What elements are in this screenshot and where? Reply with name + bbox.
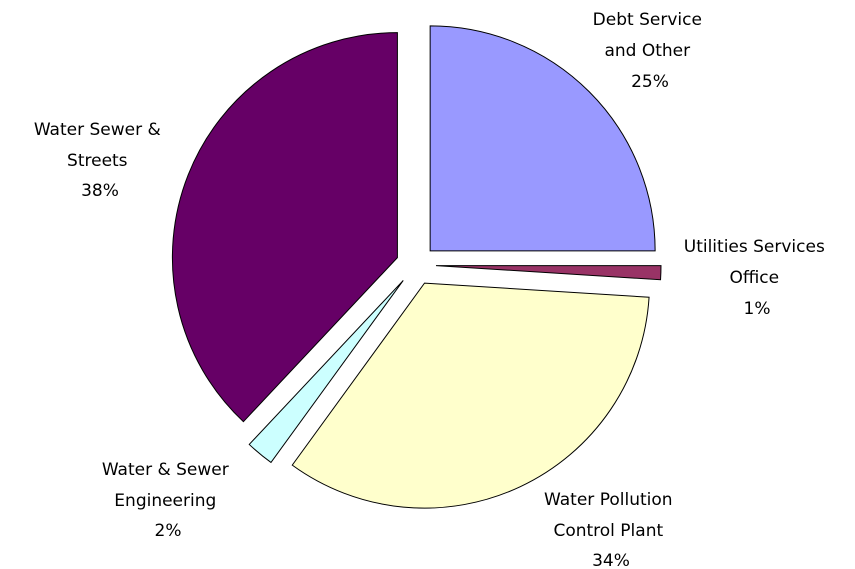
- slice-label-line: Control Plant: [553, 521, 663, 541]
- pie-slice-utilities-services: [435, 265, 662, 281]
- pie-slice-debt-service: [429, 25, 656, 252]
- slice-percent-label: 34%: [592, 551, 630, 569]
- pie-slice-water-sewer-engineering: [248, 280, 404, 464]
- slice-label-line: Water Sewer &: [34, 120, 161, 140]
- slice-label-water-sewer-streets: Water Sewer & Streets 38%: [34, 120, 166, 201]
- slice-percent-label: 1%: [744, 299, 771, 319]
- slice-label-line: Water Pollution: [544, 490, 673, 510]
- slice-label-water-pollution: Water Pollution Control Plant 34%: [544, 490, 678, 569]
- pie-slice-water-pollution: [291, 282, 650, 509]
- slice-label-line: Office: [729, 268, 779, 288]
- slice-percent-label: 25%: [631, 72, 669, 92]
- slice-label-line: Engineering: [114, 491, 216, 511]
- pie-slices: [171, 25, 662, 509]
- pie-slice-water-sewer-streets: [171, 32, 398, 423]
- slice-label-water-sewer-engineering: Water & Sewer Engineering 2%: [102, 460, 234, 541]
- slice-label-debt-service: Debt Service and Other 25%: [593, 10, 708, 92]
- slice-label-utilities-services: Utilities Services Office 1%: [684, 237, 830, 319]
- slice-label-line: Utilities Services: [684, 237, 825, 257]
- slice-percent-label: 38%: [81, 181, 119, 201]
- slice-label-line: and Other: [604, 41, 690, 61]
- slice-label-line: Streets: [67, 151, 128, 171]
- slice-percent-label: 2%: [155, 521, 182, 541]
- slice-label-line: Debt Service: [593, 10, 702, 30]
- slice-label-line: Water & Sewer: [102, 460, 229, 480]
